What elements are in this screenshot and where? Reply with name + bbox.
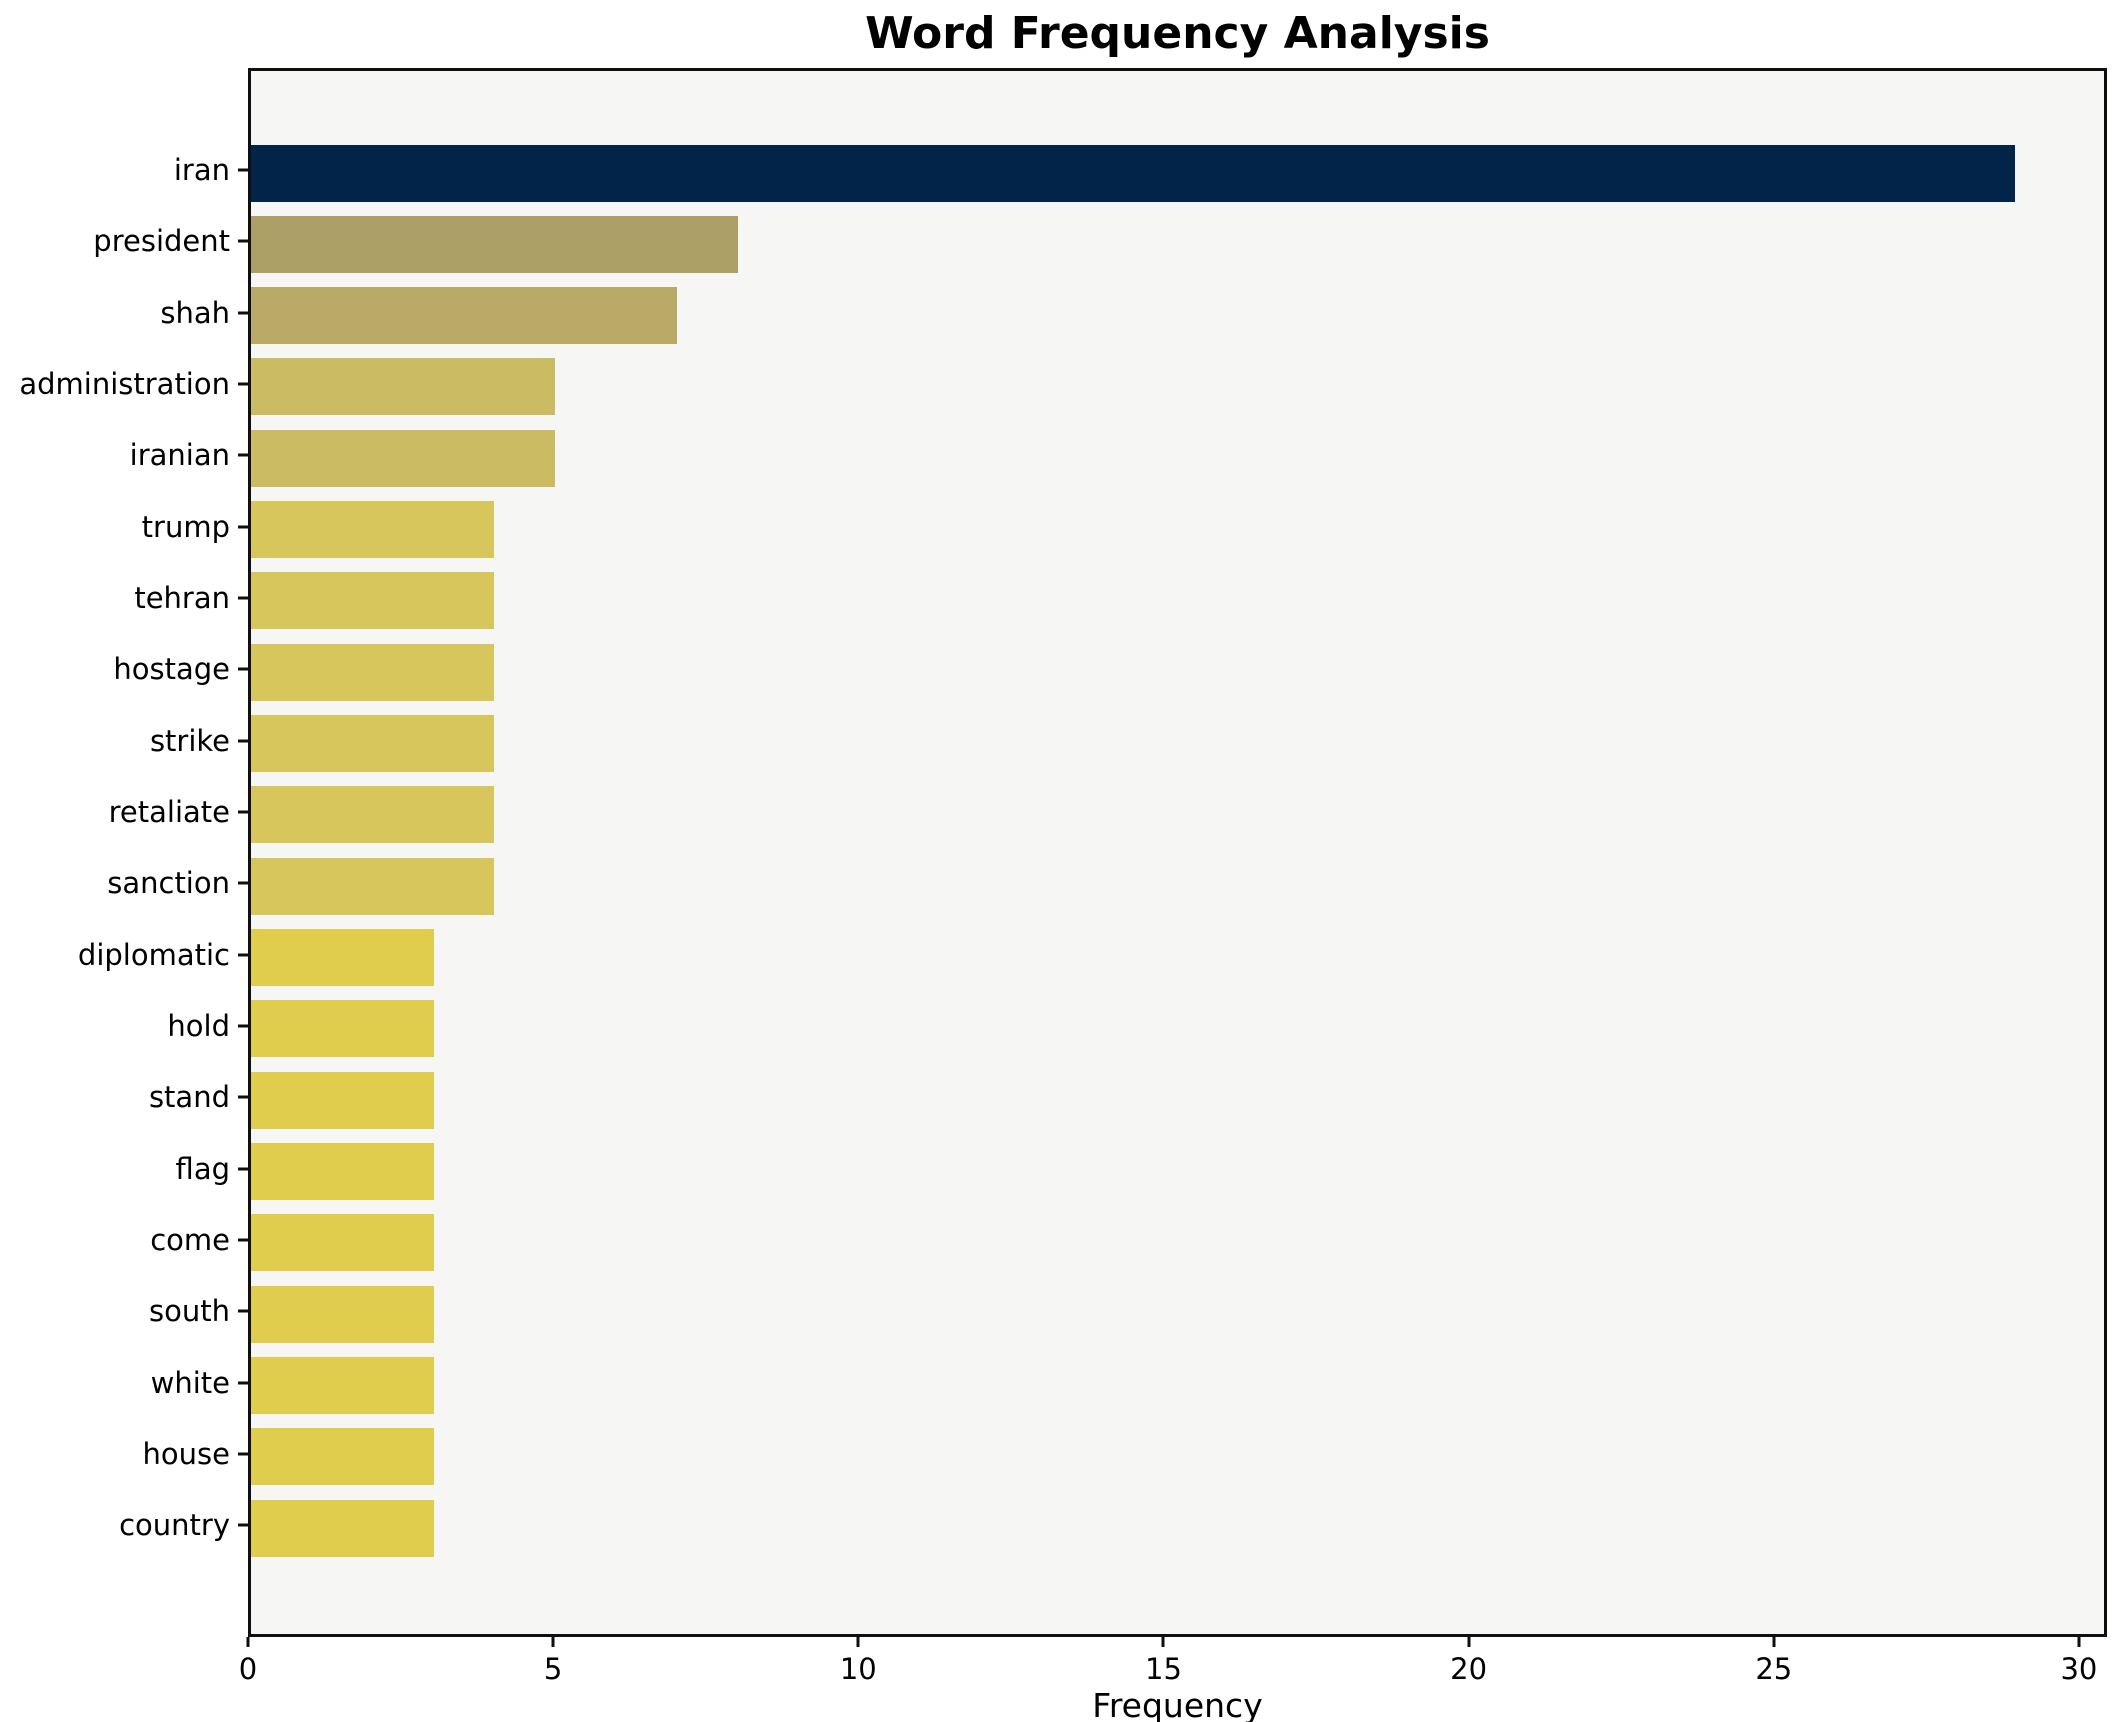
- y-tick-label-iran: iran: [173, 153, 230, 187]
- bar-shah: [251, 287, 677, 345]
- bar-tehran: [251, 572, 495, 630]
- bar-diplomatic: [251, 929, 434, 987]
- y-tick-mark: [238, 953, 248, 957]
- y-tick-mark: [238, 1381, 248, 1385]
- bar-country: [251, 1499, 434, 1557]
- bar-iran: [251, 144, 2016, 202]
- y-tick-label-tehran: tehran: [134, 580, 230, 615]
- y-tick-mark: [238, 881, 248, 885]
- y-tick-label-country: country: [119, 1508, 230, 1543]
- x-tick-mark: [551, 1637, 555, 1647]
- y-tick-mark: [238, 1095, 248, 1099]
- y-tick-label-house: house: [142, 1436, 230, 1471]
- y-tick-mark: [238, 739, 248, 743]
- x-tick-label-0: 0: [238, 1652, 258, 1686]
- x-tick-label-20: 20: [1450, 1652, 1488, 1686]
- x-tick-label-30: 30: [2060, 1652, 2098, 1686]
- y-tick-mark: [238, 1024, 248, 1028]
- y-tick-mark: [238, 239, 248, 243]
- bar-hold: [251, 1000, 434, 1058]
- bar-white: [251, 1357, 434, 1415]
- y-tick-label-president: president: [93, 224, 230, 259]
- x-tick-mark: [1772, 1637, 1776, 1647]
- bar-strike: [251, 715, 495, 773]
- bar-retaliate: [251, 786, 495, 844]
- bar-hostage: [251, 643, 495, 701]
- y-tick-mark: [238, 525, 248, 529]
- y-tick-mark: [238, 1167, 248, 1171]
- y-tick-label-strike: strike: [149, 723, 230, 758]
- y-tick-label-hostage: hostage: [113, 652, 230, 687]
- bar-sanction: [251, 857, 495, 915]
- y-tick-mark: [238, 1309, 248, 1313]
- y-tick-label-trump: trump: [141, 509, 230, 544]
- x-tick-mark: [1467, 1637, 1471, 1647]
- y-tick-mark: [238, 1238, 248, 1242]
- y-tick-label-administration: administration: [19, 366, 230, 401]
- y-tick-label-stand: stand: [148, 1080, 230, 1115]
- y-tick-mark: [238, 168, 248, 172]
- y-tick-label-hold: hold: [167, 1008, 230, 1043]
- bar-trump: [251, 501, 495, 559]
- bar-south: [251, 1285, 434, 1343]
- bar-president: [251, 215, 738, 273]
- chart-title: Word Frequency Analysis: [865, 8, 1490, 59]
- y-tick-mark: [238, 311, 248, 315]
- y-tick-label-come: come: [150, 1222, 230, 1257]
- bar-come: [251, 1214, 434, 1272]
- y-tick-mark: [238, 810, 248, 814]
- bar-stand: [251, 1071, 434, 1129]
- x-tick-label-5: 5: [543, 1652, 563, 1686]
- y-tick-label-shah: shah: [160, 295, 230, 330]
- y-tick-label-flag: flag: [175, 1151, 230, 1186]
- x-axis-label: Frequency: [1092, 1686, 1263, 1722]
- y-tick-label-sanction: sanction: [107, 866, 230, 901]
- y-tick-label-diplomatic: diplomatic: [77, 937, 230, 972]
- y-tick-mark: [238, 382, 248, 386]
- y-tick-mark: [238, 667, 248, 671]
- x-tick-mark: [1161, 1637, 1165, 1647]
- y-tick-mark: [238, 1523, 248, 1527]
- bar-iranian: [251, 429, 556, 487]
- x-tick-mark: [246, 1637, 250, 1647]
- x-tick-mark: [856, 1637, 860, 1647]
- bar-house: [251, 1428, 434, 1486]
- y-tick-mark: [238, 596, 248, 600]
- x-tick-label-15: 15: [1145, 1652, 1182, 1686]
- y-tick-mark: [238, 453, 248, 457]
- bar-administration: [251, 358, 556, 416]
- plot-area: [248, 68, 2107, 1637]
- y-tick-label-white: white: [150, 1365, 230, 1400]
- y-tick-label-south: south: [149, 1294, 230, 1329]
- x-tick-label-25: 25: [1755, 1652, 1793, 1686]
- x-tick-mark: [2077, 1637, 2081, 1647]
- x-tick-label-10: 10: [839, 1652, 877, 1686]
- bar-flag: [251, 1143, 434, 1201]
- y-tick-label-iranian: iranian: [129, 438, 230, 473]
- y-tick-label-retaliate: retaliate: [108, 794, 230, 829]
- y-tick-mark: [238, 1452, 248, 1456]
